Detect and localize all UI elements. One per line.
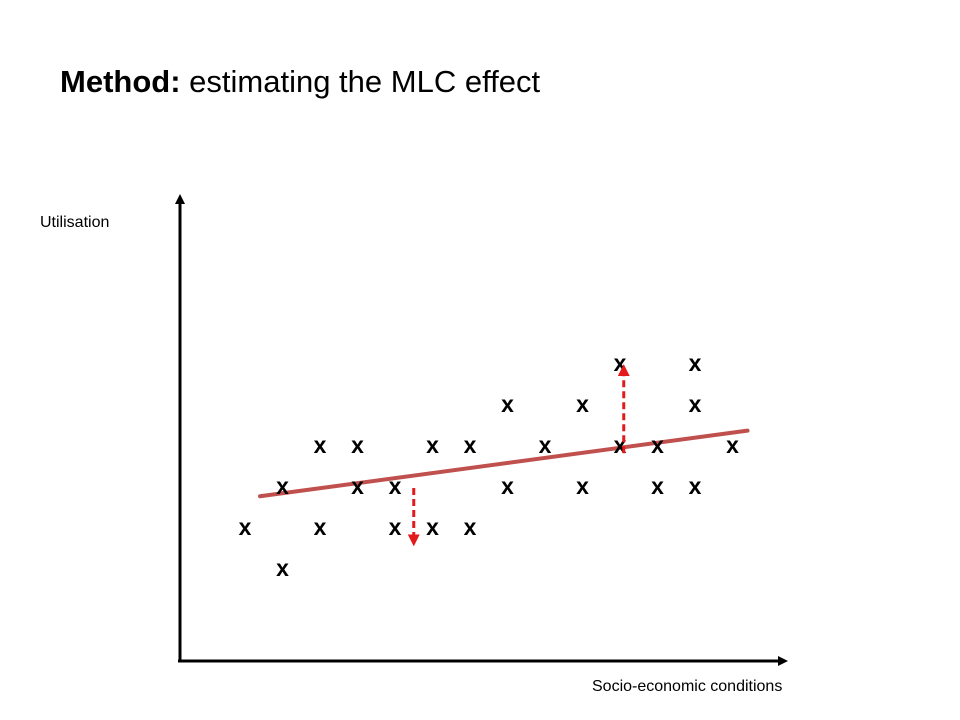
data-point: x: [426, 432, 439, 458]
y-axis-label: Utilisation: [40, 214, 110, 231]
data-point: x: [501, 473, 514, 499]
page-title: Method: estimating the MLC effect: [60, 64, 540, 100]
data-point: x: [689, 350, 702, 376]
data-point: x: [426, 514, 439, 540]
data-point: x: [351, 432, 364, 458]
title-bold: Method:: [60, 64, 181, 99]
data-point: x: [314, 432, 327, 458]
data-point: x: [576, 473, 589, 499]
data-point: x: [389, 514, 402, 540]
data-point: x: [651, 473, 664, 499]
data-point: x: [501, 391, 514, 417]
data-point: x: [276, 473, 289, 499]
data-point: x: [351, 473, 364, 499]
data-point: x: [726, 432, 739, 458]
data-point: x: [314, 514, 327, 540]
data-point: x: [464, 514, 477, 540]
data-point: x: [389, 473, 402, 499]
data-point: x: [464, 432, 477, 458]
data-point: x: [651, 432, 664, 458]
data-point: x: [576, 391, 589, 417]
x-axis-label: Socio-economic conditions: [592, 678, 783, 695]
data-point: x: [239, 514, 252, 540]
title-rest: estimating the MLC effect: [189, 64, 541, 99]
trend-line: [258, 428, 750, 499]
data-point: x: [539, 432, 552, 458]
data-point: x: [689, 473, 702, 499]
data-point: x: [276, 555, 289, 581]
data-point: x: [689, 391, 702, 417]
